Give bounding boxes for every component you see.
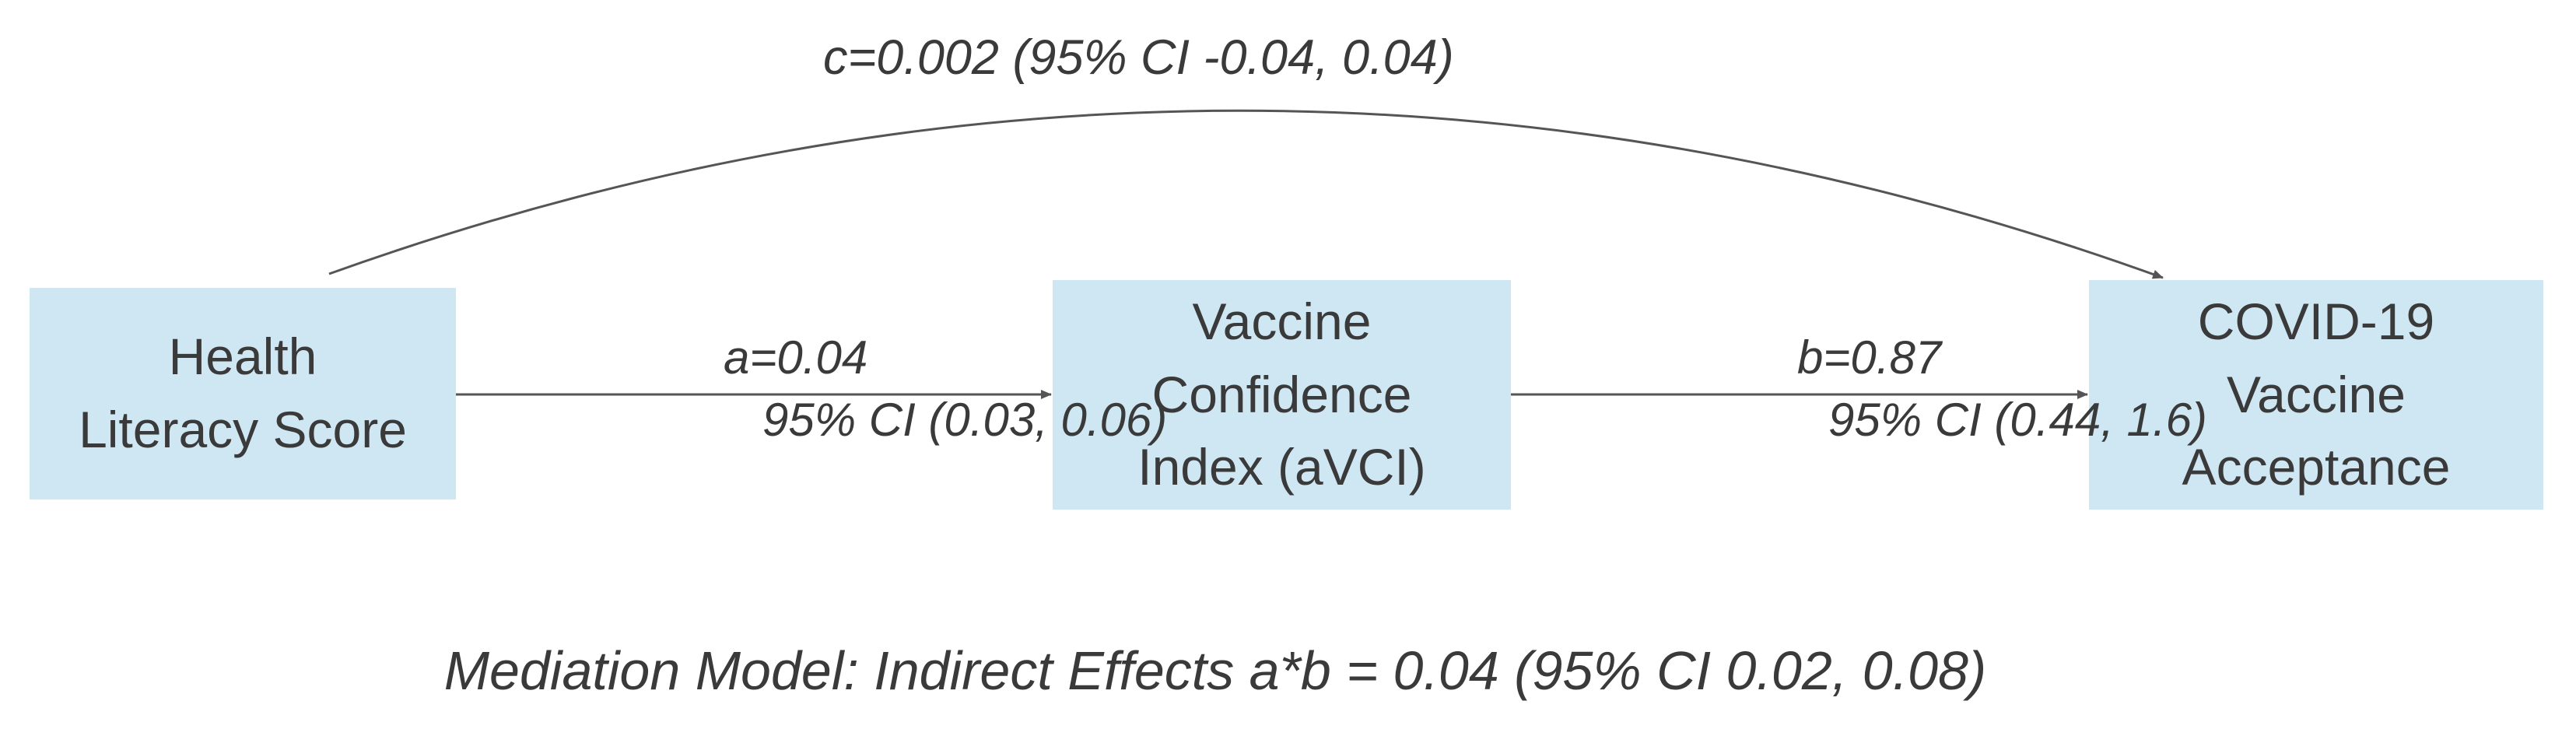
node-vaccine-acceptance-line3: Acceptance (2182, 438, 2451, 496)
node-vaccine-acceptance-line2: Vaccine (2227, 365, 2406, 423)
node-vaccine-confidence-index: Vaccine Confidence Index (aVCI) (1053, 280, 1511, 510)
edge-c-arrow (328, 109, 2164, 279)
edge-c-label: c=0.002 (95% CI -0.04, 0.04) (823, 30, 1454, 85)
node-vaccine-acceptance-line1: COVID-19 (2197, 292, 2435, 350)
node-health-literacy-line2: Literacy Score (79, 401, 407, 458)
node-health-literacy-line1: Health (168, 328, 317, 386)
node-health-literacy-score: Health Literacy Score (30, 288, 456, 499)
edge-b-coefficient: b=0.87 (1797, 331, 1942, 384)
edge-a-confidence-interval: 95% CI (0.03, 0.06) (762, 394, 1168, 446)
indirect-effects-caption: Mediation Model: Indirect Effects a*b = … (443, 640, 1987, 701)
node-covid-vaccine-acceptance: COVID-19 Vaccine Acceptance (2089, 280, 2543, 510)
edge-b-confidence-interval: 95% CI (0.44, 1.6) (1828, 394, 2207, 446)
edge-a-coefficient: a=0.04 (724, 331, 868, 384)
node-vaccine-confidence-line2: Confidence (1151, 365, 1412, 423)
node-vaccine-confidence-line3: Index (aVCI) (1137, 438, 1426, 496)
node-vaccine-confidence-line1: Vaccine (1192, 292, 1372, 350)
